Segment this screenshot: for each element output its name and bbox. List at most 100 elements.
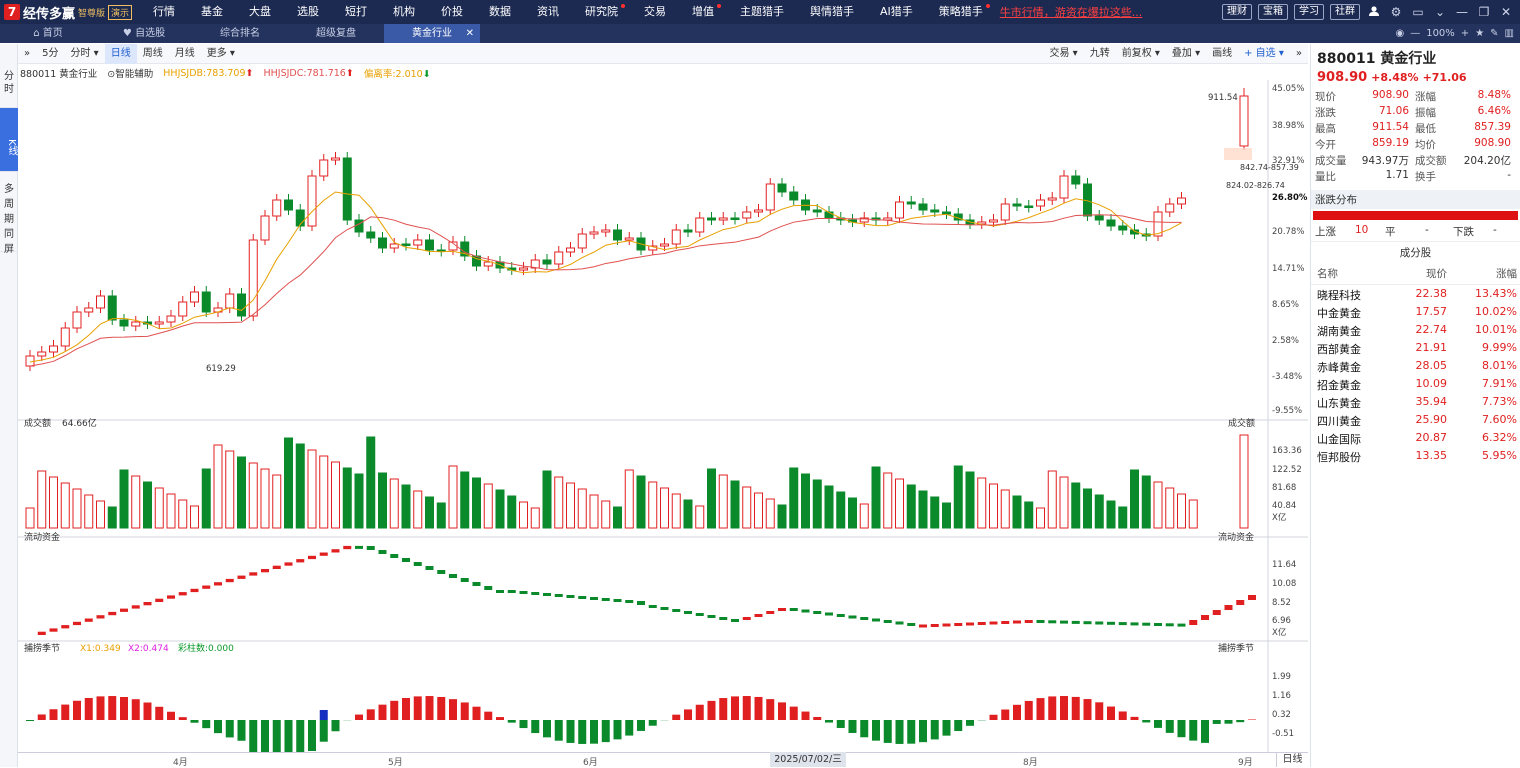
star-icon[interactable]: ★ [1475, 28, 1484, 39]
nav-item[interactable]: 行情 [140, 0, 188, 24]
period-mode-label[interactable]: 日线 [1276, 752, 1308, 767]
candle [426, 240, 434, 250]
settings-gear-icon[interactable]: ⚙ [1388, 5, 1404, 19]
smart-assist-toggle[interactable]: ⊙智能辅助 [107, 66, 153, 80]
capture-bar [743, 696, 751, 720]
nav-item[interactable]: 大盘 [236, 0, 284, 24]
zoom-out-icon[interactable]: — [1410, 28, 1420, 39]
period-weekly[interactable]: 周线 [137, 44, 169, 64]
pen-icon[interactable]: ✎ [1490, 28, 1498, 39]
adjust-label: 前复权 [1122, 48, 1152, 59]
period-5min[interactable]: 5分 [36, 44, 64, 64]
wealth-button[interactable]: 理财 [1222, 4, 1252, 20]
nav-item[interactable]: 短打 [332, 0, 380, 24]
draw-button[interactable]: 画线 [1206, 44, 1238, 64]
rail-multiperiod[interactable]: 多周期同屏 [0, 172, 18, 252]
flow-bar [179, 592, 187, 595]
capture-bar [813, 717, 821, 720]
period-daily[interactable]: 日线 [105, 44, 137, 64]
nav-item[interactable]: 主题猎手 [727, 0, 797, 24]
capture-bar [766, 699, 774, 720]
capture-x2: X2:0.474 [128, 644, 169, 654]
quote-value: 908.90 [1457, 137, 1517, 152]
candle [73, 312, 81, 328]
range-label: 842.74-857.39 [1240, 163, 1299, 172]
add-watchlist-button[interactable]: + 自选 ▾ [1238, 44, 1290, 64]
nav-item[interactable]: 机构 [380, 0, 428, 24]
capture-x1: X1:0.349 [80, 644, 121, 654]
flow-bar [931, 624, 939, 627]
nav-item[interactable]: 资讯 [524, 0, 572, 24]
flow-title-right: 流动资金 [1218, 531, 1254, 543]
period-more[interactable]: 更多 ▾ [201, 44, 241, 64]
rail-intraday[interactable]: 分时 [0, 44, 18, 108]
window-mode-icon[interactable]: ▭ [1410, 5, 1426, 19]
nav-item[interactable]: AI猎手 [867, 0, 926, 24]
high-price-label: 911.54 [1208, 93, 1238, 103]
volume-bar [508, 496, 516, 528]
community-button[interactable]: 社群 [1330, 4, 1360, 20]
collapse-icon[interactable]: » [18, 44, 36, 64]
restore-icon[interactable]: ❐ [1476, 5, 1492, 19]
volume-bar [943, 503, 951, 528]
expand-icon[interactable]: » [1290, 44, 1308, 64]
layout-icon[interactable]: ▥ [1505, 28, 1514, 39]
tab-close-icon[interactable]: ✕ [466, 24, 474, 43]
treasure-button[interactable]: 宝箱 [1258, 4, 1288, 20]
zoom-in-icon[interactable]: + [1461, 28, 1469, 39]
period-intraday[interactable]: 分时 ▾ [65, 44, 105, 64]
close-icon[interactable]: ✕ [1498, 5, 1514, 19]
nav-item[interactable]: 价投 [428, 0, 476, 24]
app-logo[interactable]: 7 经传多赢 智尊版 演示 [0, 0, 140, 24]
nav-item[interactable]: 舆情猎手 [797, 0, 867, 24]
nav-item[interactable]: 研究院 [572, 0, 631, 24]
volume-bar [860, 504, 868, 528]
minimize-icon[interactable]: — [1454, 5, 1470, 19]
nav-item[interactable]: 交易 [631, 0, 679, 24]
volume-bar [179, 500, 187, 528]
user-icon[interactable] [1366, 5, 1382, 20]
volume-bar [50, 477, 58, 528]
period-monthly[interactable]: 月线 [169, 44, 201, 64]
kline-chart-area[interactable]: 45.05%38.98%32.91%26.80%20.78%14.71%8.65… [18, 80, 1308, 752]
nine-turn-button[interactable]: 九转 [1084, 44, 1116, 64]
adjust-dropdown[interactable]: 前复权 ▾ [1116, 44, 1166, 64]
learn-button[interactable]: 学习 [1294, 4, 1324, 20]
info-icon[interactable]: ◉ [1395, 28, 1404, 39]
flow-bar [837, 614, 845, 617]
flow-bar [437, 570, 445, 574]
nav-item[interactable]: 基金 [188, 0, 236, 24]
tab-watchlist[interactable]: ♥ 自选股 [96, 24, 192, 43]
volume-bar [202, 469, 210, 528]
arrow-down-icon: ⬇ [423, 69, 431, 80]
quote-label: 涨跌 [1315, 105, 1355, 120]
top-right-controls: 理财 宝箱 学习 社群 ⚙ ▭ ⌄ — ❐ ✕ [1222, 0, 1514, 24]
volume-bar [285, 438, 293, 528]
nav-item[interactable]: 数据 [476, 0, 524, 24]
volume-bar [1072, 483, 1080, 528]
flow-bar [132, 605, 140, 608]
tab-ranking[interactable]: 综合排名 [192, 24, 288, 43]
overlay-dropdown[interactable]: 叠加 ▾ [1166, 44, 1206, 64]
tab-review[interactable]: 超级复盘 [288, 24, 384, 43]
rail-kline[interactable]: K线 [0, 108, 18, 172]
candle [238, 294, 246, 316]
tab-gold-industry[interactable]: 黄金行业✕ [384, 24, 480, 43]
nav-item[interactable]: 选股 [284, 0, 332, 24]
nav-item[interactable]: 策略猎手 [926, 0, 996, 24]
trade-dropdown[interactable]: 交易 ▾ [1044, 44, 1084, 64]
tab-home[interactable]: ⌂ 首页 [0, 24, 96, 43]
news-ticker-link[interactable]: 牛市行情，游资在爆拉这些... [1000, 4, 1143, 20]
chevron-down-icon[interactable]: ⌄ [1432, 5, 1448, 19]
nav-item[interactable]: 增值 [679, 0, 727, 24]
